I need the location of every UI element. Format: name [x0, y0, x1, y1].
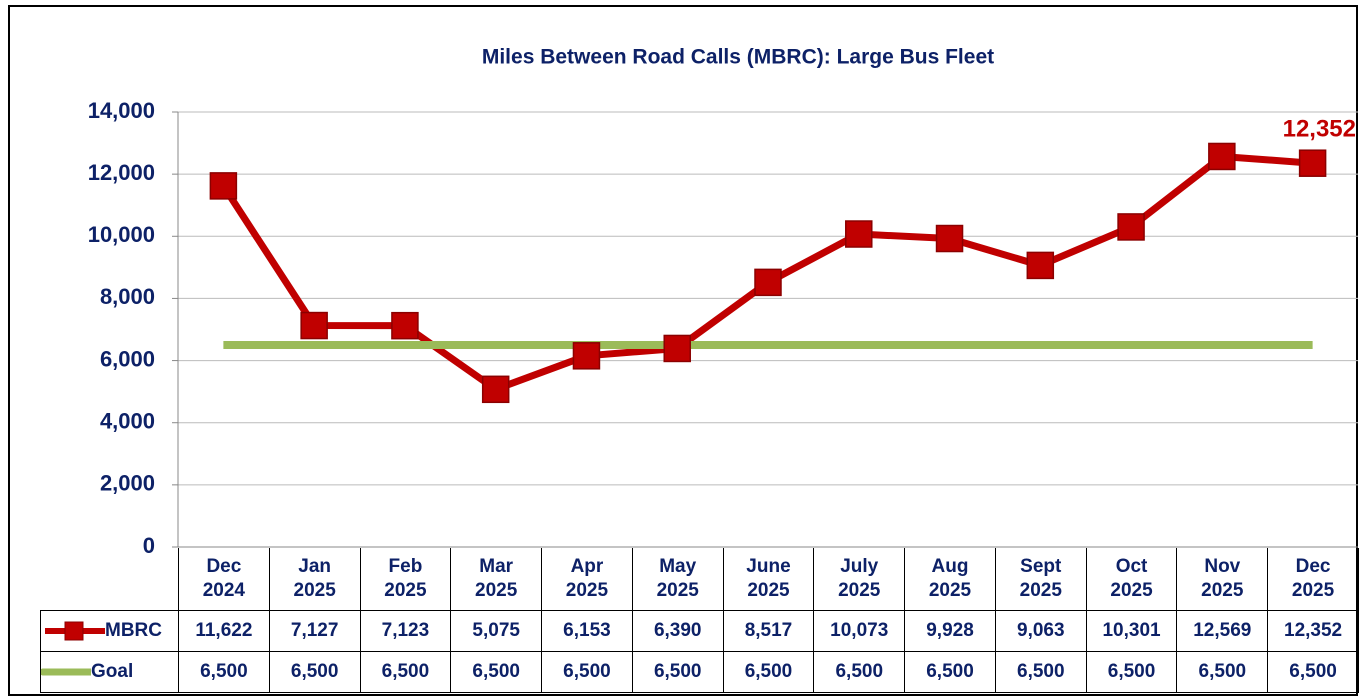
marker	[572, 342, 601, 370]
table-value: 10,073	[813, 610, 906, 652]
x-tick-label: July 2025	[813, 548, 906, 611]
y-tick-label: 6,000	[100, 346, 155, 371]
legend-label: Goal	[91, 661, 134, 682]
legend-entry: Goal	[39, 651, 179, 693]
table-value: 6,500	[1267, 651, 1359, 693]
y-tick-label: 8,000	[100, 284, 155, 309]
table-value: 6,153	[541, 610, 633, 652]
empty-cell	[40, 548, 179, 611]
x-tick-label: June 2025	[722, 548, 815, 611]
y-tick-label: 12,000	[88, 160, 155, 185]
x-tick-label: Dec 2025	[1267, 548, 1359, 611]
y-tick-label: 10,000	[88, 222, 155, 247]
data-table: Dec 2024 Jan 2025 Feb 2025 Mar 2025 Apr 2025…	[39, 548, 1359, 693]
table-value: 6,500	[631, 651, 724, 693]
table-value: 12,352	[1267, 610, 1359, 652]
chart-frame	[8, 5, 1358, 696]
table-value: 10,301	[1085, 610, 1178, 652]
table-value: 11,622	[178, 610, 270, 652]
table-value: 6,500	[359, 651, 452, 693]
x-tick-label: Aug 2025	[904, 548, 996, 611]
marker	[935, 224, 964, 253]
table-value: 6,500	[541, 651, 633, 693]
category-row: Dec 2024 Jan 2025 Feb 2025 Mar 2025 Apr 2025…	[40, 548, 1359, 611]
table-value: 5,075	[450, 610, 543, 652]
table-value: 6,500	[994, 651, 1087, 693]
table-value: 9,928	[904, 610, 996, 652]
x-tick-label: Jan 2025	[268, 548, 361, 611]
table-value: 6,500	[813, 651, 906, 693]
table-value: 6,500	[722, 651, 815, 693]
y-tick-label: 14,000	[88, 98, 155, 123]
table-value: 6,500	[178, 651, 270, 693]
marker	[1026, 251, 1055, 280]
x-tick-label: Dec 2024	[178, 548, 270, 611]
table-value: 6,390	[631, 610, 724, 652]
legend-entry: MBRC	[40, 610, 179, 652]
x-tick-label: Oct 2025	[1085, 548, 1178, 611]
marker	[754, 268, 782, 297]
marker	[1298, 149, 1327, 177]
x-tick-label: Sept 2025	[994, 548, 1087, 611]
data-label: 12,352	[1283, 116, 1356, 143]
x-tick-label: Nov 2025	[1176, 548, 1269, 611]
marker	[1208, 142, 1236, 171]
series-row: MBRC 11,622 7,127 7,123 5,075 6,153 6,390 8,517…	[40, 610, 1359, 652]
series-row: Goal 6,500 6,500 6,500 6,500 6,500 6,500 6,500 6…	[39, 651, 1359, 693]
marker	[391, 311, 419, 340]
y-tick-label: 2,000	[100, 471, 155, 496]
legend-marker	[64, 621, 84, 641]
chart-title: Miles Between Road Calls (MBRC): Large B…	[482, 46, 994, 69]
table-value: 6,500	[1176, 651, 1269, 693]
table-value: 7,127	[268, 610, 361, 652]
table-value: 6,500	[904, 651, 996, 693]
table-value: 7,123	[359, 610, 452, 652]
x-tick-label: Mar 2025	[450, 548, 543, 611]
x-tick-label: Feb 2025	[359, 548, 452, 611]
marker	[845, 220, 873, 248]
table-value: 6,500	[450, 651, 543, 693]
table-value: 6,500	[1085, 651, 1178, 693]
table-value: 8,517	[722, 610, 815, 652]
x-tick-label: Apr 2025	[541, 548, 633, 611]
marker	[209, 172, 238, 200]
x-tick-label: May 2025	[631, 548, 724, 611]
legend-label: MBRC	[105, 620, 162, 641]
marker	[1117, 213, 1145, 241]
table-value: 6,500	[268, 651, 361, 693]
legend-key	[45, 621, 105, 641]
marker	[663, 334, 691, 363]
y-tick-label: 4,000	[100, 409, 155, 434]
legend-key	[39, 668, 95, 676]
table-value: 12,569	[1176, 610, 1269, 652]
marker	[481, 375, 510, 404]
marker	[300, 311, 328, 340]
table-value: 9,063	[994, 610, 1087, 652]
